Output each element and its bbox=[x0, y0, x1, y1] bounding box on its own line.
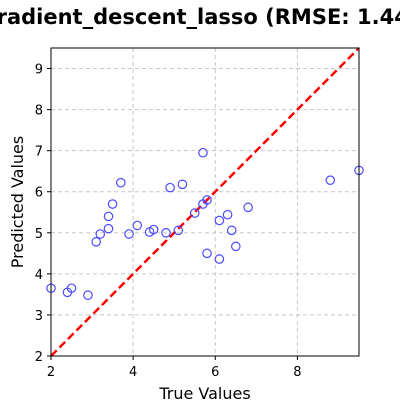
y-tick-label: 6 bbox=[35, 186, 43, 201]
x-tick-label: 2 bbox=[47, 365, 55, 380]
x-tick-label: 8 bbox=[293, 365, 301, 380]
x-tick-label: 4 bbox=[129, 365, 137, 380]
y-tick-label: 4 bbox=[35, 268, 43, 283]
data-point bbox=[243, 202, 253, 213]
data-point bbox=[222, 209, 233, 220]
data-point bbox=[148, 224, 159, 235]
plot-frame bbox=[50, 47, 360, 357]
y-tick-label: 3 bbox=[35, 309, 43, 324]
data-point bbox=[214, 215, 225, 226]
data-point bbox=[116, 177, 126, 188]
y-tick-label: 8 bbox=[35, 104, 43, 119]
data-points bbox=[46, 147, 364, 301]
y-tick-label: 9 bbox=[35, 63, 43, 78]
data-point bbox=[103, 211, 114, 222]
grid bbox=[51, 48, 359, 356]
data-point bbox=[132, 220, 143, 231]
y-tick-label: 7 bbox=[35, 145, 43, 160]
y-tick-label: 5 bbox=[35, 227, 43, 242]
y-tick-label: 2 bbox=[35, 350, 43, 365]
data-point bbox=[66, 283, 77, 294]
y-axis-ticks: 2 3 4 5 6 7 8 9 bbox=[35, 63, 51, 365]
data-point bbox=[91, 237, 101, 247]
data-point bbox=[226, 225, 237, 236]
y-axis-label: Predicted Values bbox=[8, 136, 27, 268]
data-point bbox=[325, 175, 336, 186]
data-point bbox=[231, 241, 241, 252]
reference-line-layer bbox=[50, 47, 360, 357]
data-point bbox=[202, 248, 212, 259]
x-axis-ticks: 2 4 6 8 bbox=[47, 356, 302, 380]
data-point bbox=[165, 182, 175, 193]
data-point bbox=[83, 290, 93, 301]
data-point bbox=[198, 147, 208, 158]
data-point bbox=[202, 195, 212, 205]
data-point bbox=[95, 229, 106, 239]
x-axis-label: True Values bbox=[158, 384, 250, 400]
data-point bbox=[124, 229, 134, 239]
data-point bbox=[107, 199, 118, 209]
data-point bbox=[103, 223, 114, 234]
reference-line bbox=[50, 47, 360, 357]
x-tick-label: 6 bbox=[211, 365, 219, 380]
data-point bbox=[214, 254, 225, 264]
data-point bbox=[161, 228, 171, 238]
data-point bbox=[173, 225, 184, 236]
chart-title: gradient_descent_lasso (RMSE: 1.44) bbox=[0, 5, 400, 29]
data-point bbox=[189, 208, 200, 218]
data-point bbox=[177, 179, 188, 190]
